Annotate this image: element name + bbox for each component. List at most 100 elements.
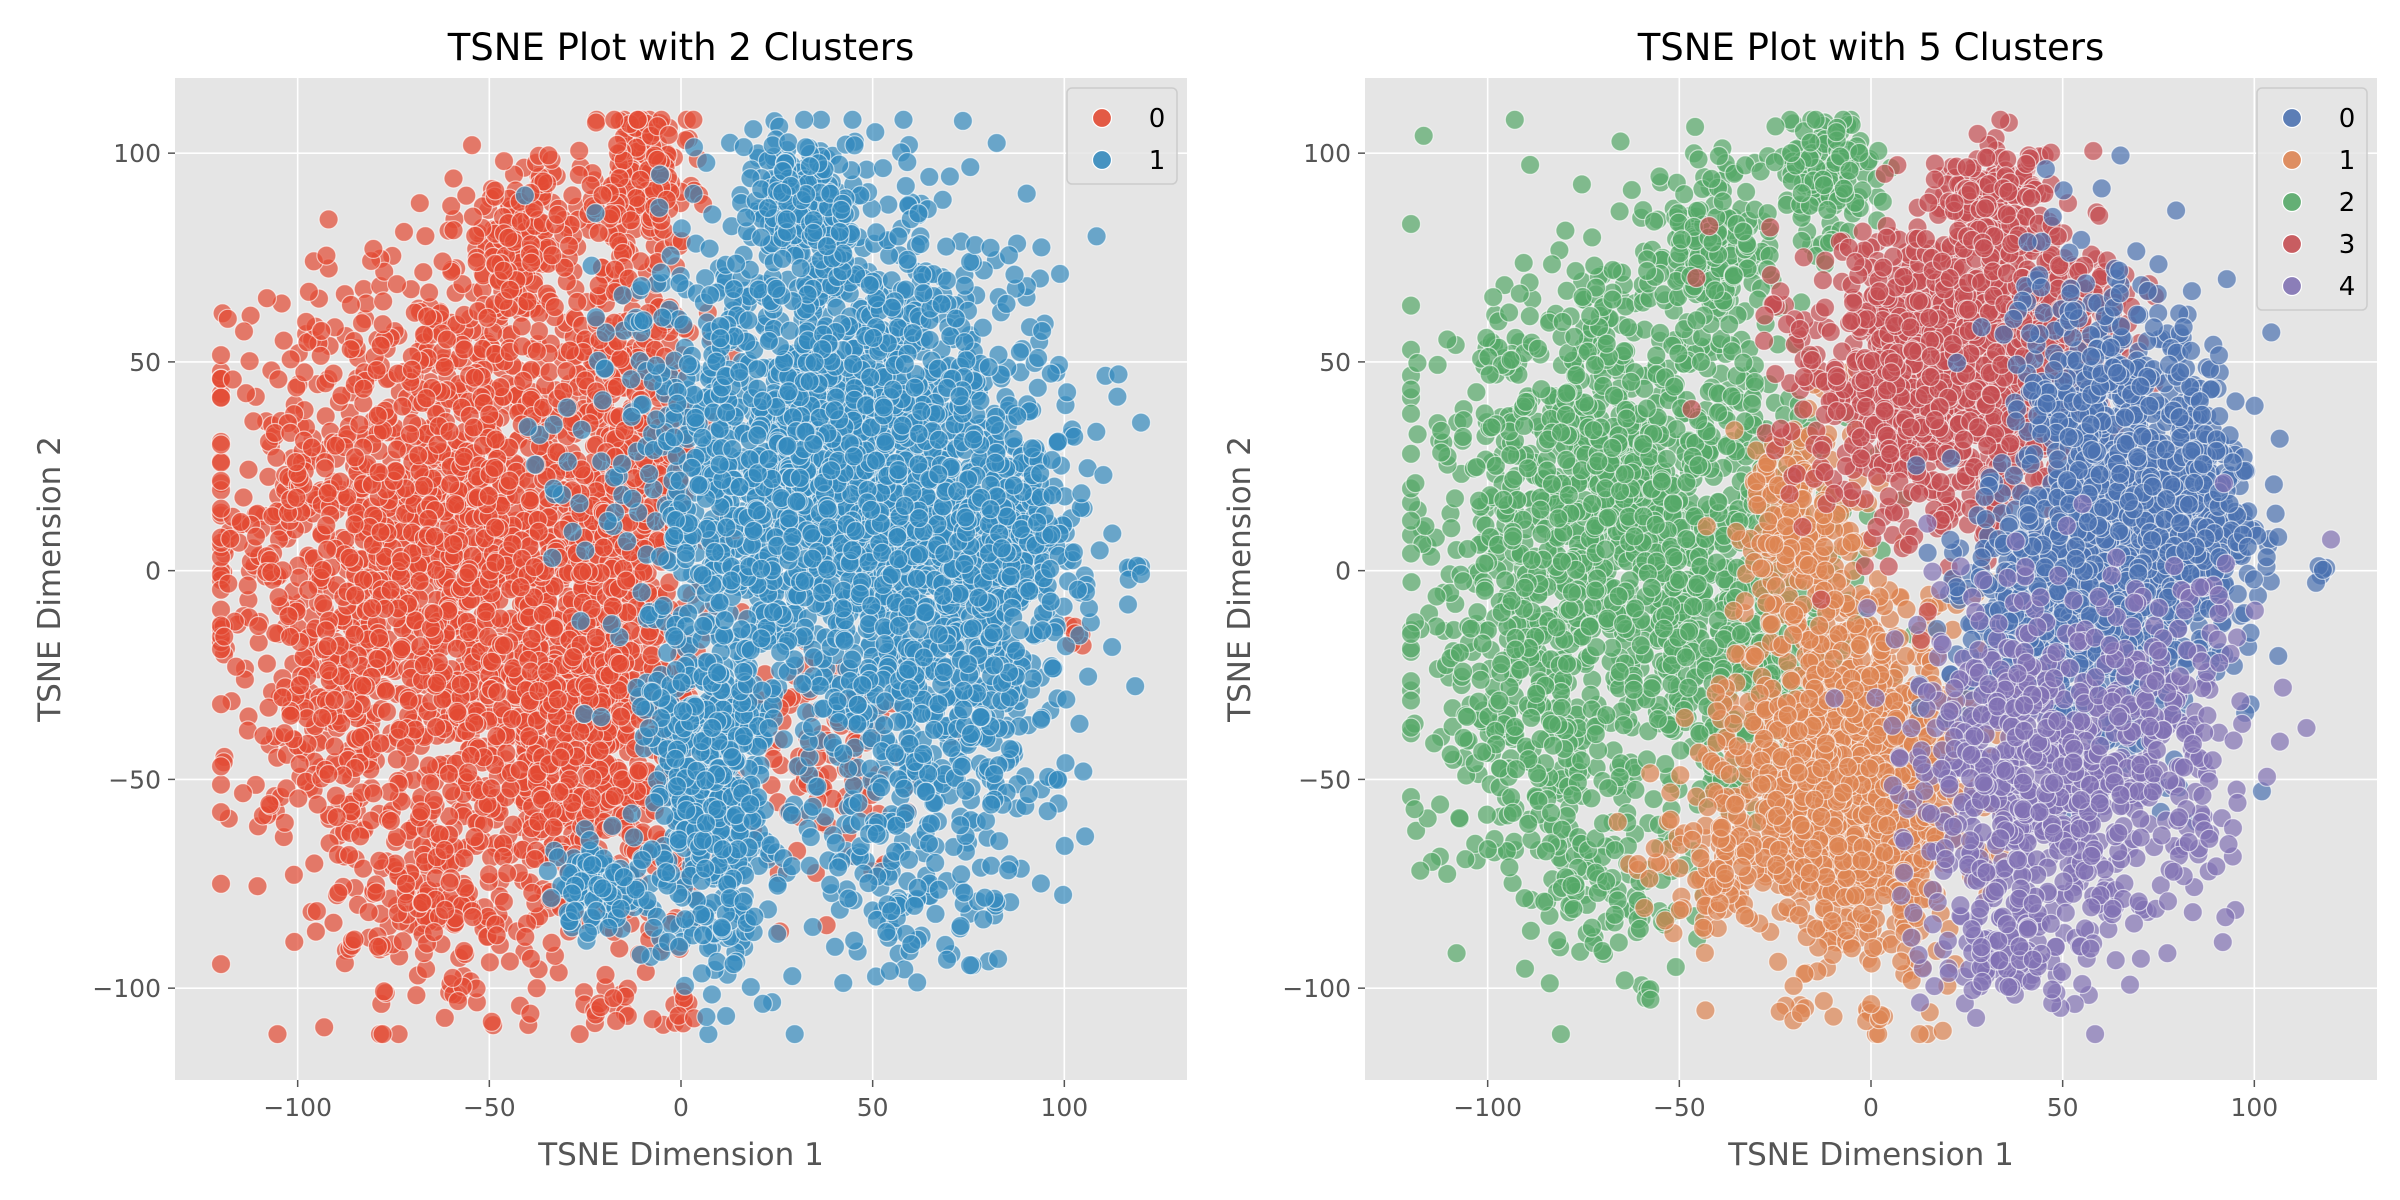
scatter-point [237,575,258,596]
scatter-point [312,559,333,581]
scatter-point [305,921,326,942]
scatter-point [609,653,631,674]
scatter-point [443,533,464,555]
scatter-point [547,204,568,225]
scatter-point [210,387,232,408]
scatter-point [426,716,447,738]
scatter-point [630,169,651,190]
scatter-point [226,656,247,677]
scatter-point [307,794,328,815]
scatter-point [588,222,609,243]
scatter-point [210,953,232,975]
scatter-point [233,321,255,342]
scatter-point [478,864,500,885]
scatter-point [541,932,562,953]
scatter-point [370,335,391,356]
scatter-point [380,579,401,601]
scatter-point [562,521,583,542]
scatter-point [585,112,607,133]
scatter-point [548,962,569,983]
scatter-point [603,987,624,1009]
scatter-point [392,396,413,417]
scatter-point [485,552,506,573]
scatter-point [413,655,434,676]
scatter-point [952,110,974,132]
scatter-point [658,124,679,146]
scatter-point [542,245,563,266]
scatter-point [521,252,542,273]
scatter-point [572,561,593,582]
scatter-point [558,235,580,256]
scatter-point [353,378,374,399]
scatter-point [589,740,610,761]
scatter-point [528,521,549,542]
scatter-point [399,424,421,445]
scatter-point [810,109,832,130]
scatter-point [268,586,289,608]
scatter-point [616,531,638,552]
scatter-point [280,626,301,648]
scatter-point [520,1003,541,1024]
scatter-point [484,457,505,478]
scatter-point [439,872,460,893]
scatter-point [515,926,536,948]
scatter-point [627,109,648,130]
scatter-point [289,753,310,775]
scatter-point [386,274,408,295]
scatter-point [439,421,460,442]
scatter-point [466,252,487,273]
scatter-point [919,166,940,187]
scatter-point [367,936,388,957]
scatter-point [368,462,389,483]
scatter-point [595,964,616,986]
scatter-point [210,694,232,715]
scatter-point [517,291,538,312]
scatter-point [375,680,397,702]
scatter-point [582,768,603,789]
scatter-point [427,672,448,694]
scatter-point [445,494,466,515]
scatter-point [498,227,519,248]
scatter-point [325,785,346,806]
scatter-point [372,314,393,335]
scatter-point [317,636,338,657]
scatter-point [362,598,383,619]
scatter-point [539,361,560,383]
scatter-point [267,1023,288,1045]
scatter-point [537,661,558,682]
scatter-point [318,763,339,785]
scatter-point [542,547,563,569]
scatter-point [301,437,322,458]
scatter-point [210,801,232,823]
scatter-point [314,1017,335,1038]
scatter-point [499,951,520,972]
scatter-point [464,367,485,388]
scatter-point [385,461,406,482]
scatter-point [363,238,384,259]
scatter-point [409,571,430,592]
scatter-point [372,1023,393,1045]
scatter-point [432,251,453,272]
scatter-point [493,151,515,172]
scatter-point [316,245,337,266]
scatter-point [442,967,463,989]
scatter-point [253,725,274,746]
scatter-point [460,745,481,767]
scatter-point [607,134,628,155]
scatter-point [519,490,541,511]
scatter-point [1130,412,1152,433]
scatter-point [395,873,416,894]
scatter-point [475,601,496,623]
scatter-point [499,279,521,300]
scatter-point [485,517,506,538]
scatter-point [286,487,307,508]
scatter-point [528,680,549,702]
scatter-point [547,689,569,710]
scatter-point [570,721,591,742]
scatter-point [434,357,455,378]
scatter-point [393,221,415,242]
scatter-point [412,892,433,913]
scatter-point [401,359,422,380]
